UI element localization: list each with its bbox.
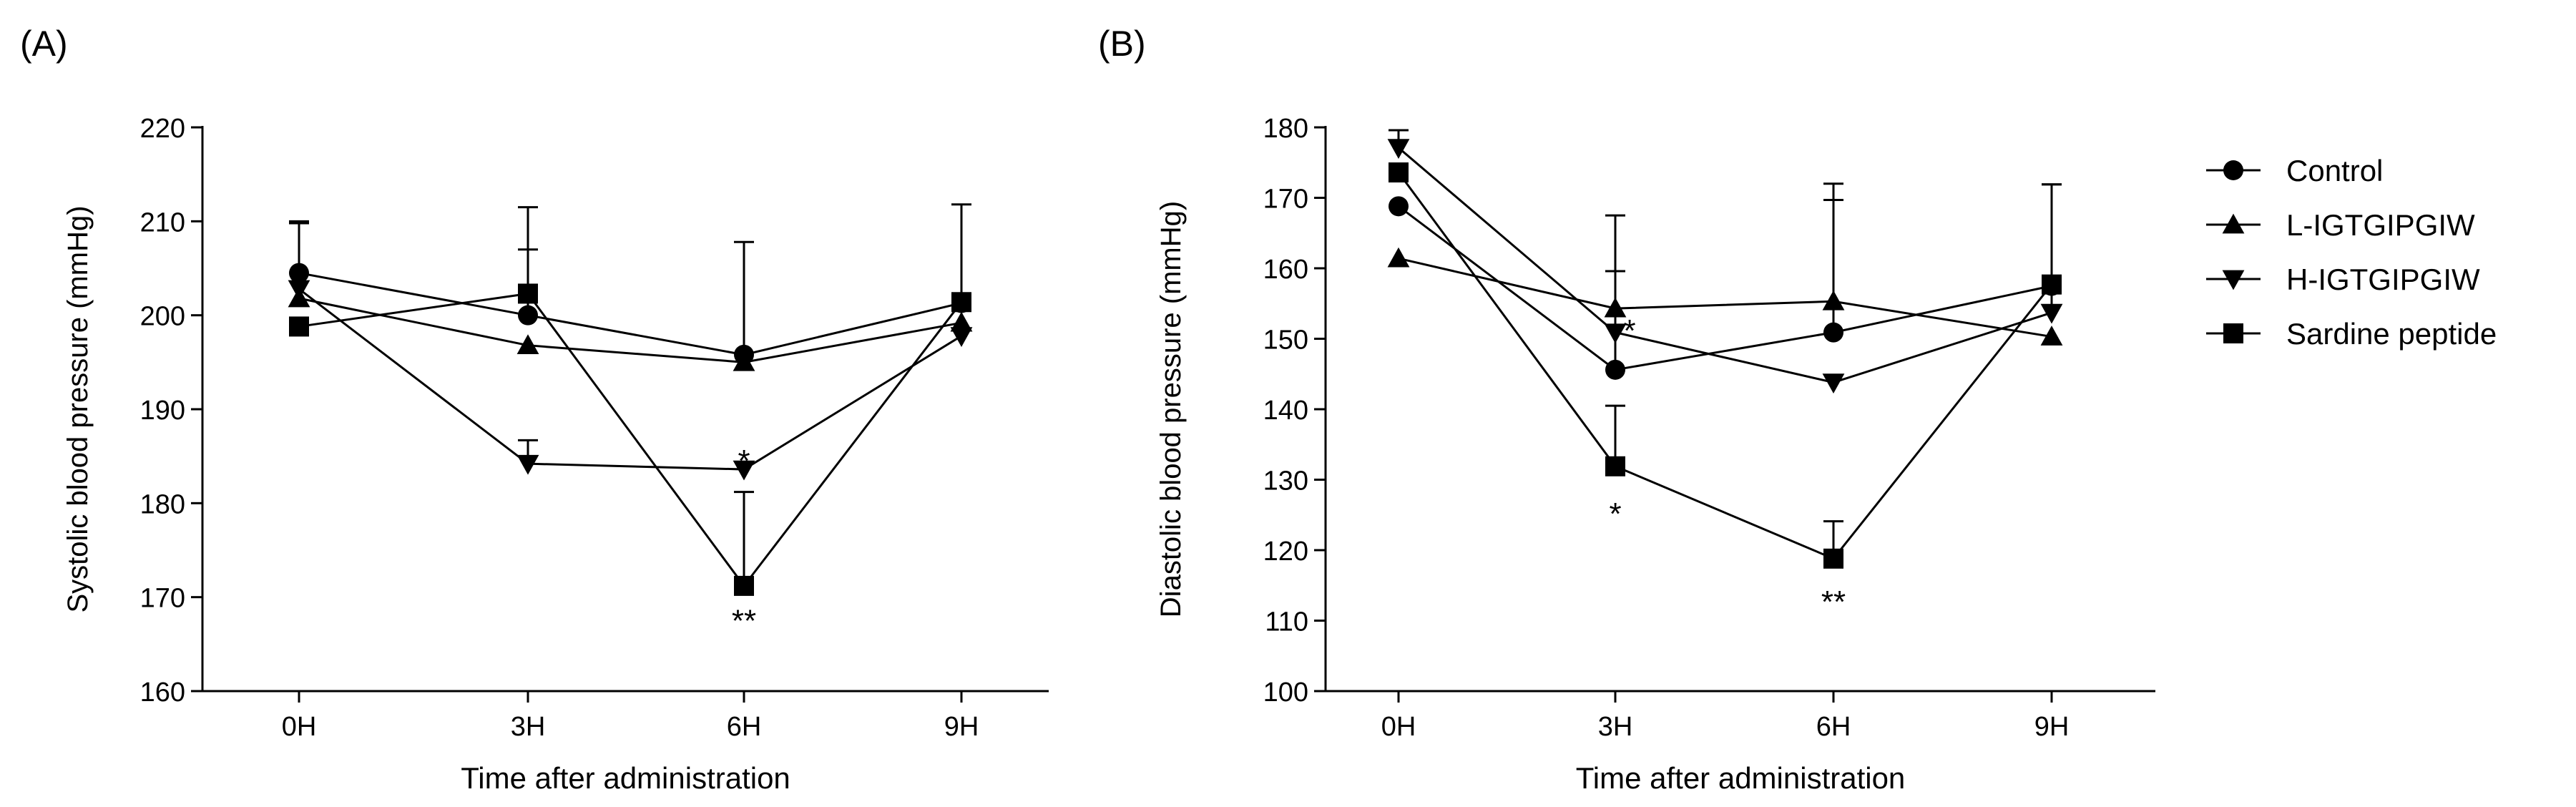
data-point xyxy=(1604,323,1627,344)
data-point xyxy=(1387,247,1410,268)
x-tick-label: 0H xyxy=(282,712,317,742)
data-point xyxy=(2042,274,2062,295)
series-square xyxy=(1389,162,2062,569)
legend-item: H-IGTGIPGIW xyxy=(2206,263,2480,296)
panel-label: (B) xyxy=(1098,24,1146,64)
series-line xyxy=(1398,205,2052,371)
y-axis-title: Diastolic blood pressure (mmHg) xyxy=(1155,201,1187,617)
series-line xyxy=(298,288,962,471)
y-tick-label: 130 xyxy=(1263,466,1308,497)
y-tick-label: 170 xyxy=(140,584,185,614)
x-axis-title: Time after administration xyxy=(1576,761,1906,795)
series-triangle-down xyxy=(1387,129,2063,393)
legend-item: Control xyxy=(2206,154,2383,187)
legend-item: Sardine peptide xyxy=(2206,317,2497,351)
series-square xyxy=(289,203,971,596)
series-circle xyxy=(1389,182,2062,380)
x-tick-label: 9H xyxy=(2034,712,2070,742)
legend-marker xyxy=(2223,323,2243,343)
data-point xyxy=(1822,290,1845,310)
y-tick-label: 180 xyxy=(1263,114,1308,144)
data-point xyxy=(951,292,971,313)
data-point xyxy=(1387,139,1410,159)
y-tick-label: 100 xyxy=(1263,678,1308,708)
data-point xyxy=(2040,326,2063,346)
y-tick-label: 180 xyxy=(140,489,185,519)
data-point xyxy=(950,327,973,347)
data-point xyxy=(1823,548,1843,569)
series-line xyxy=(1398,147,2052,384)
x-tick-label: 3H xyxy=(1598,712,1633,742)
series-triangle-up xyxy=(288,222,973,371)
panel-b: (B) 100 110 120 130 140 150 160 170 180 0H 3H 6H 9H Ti… xyxy=(1098,24,2155,795)
series-circle xyxy=(289,220,971,365)
data-point xyxy=(1605,359,1625,380)
data-point xyxy=(2040,303,2063,324)
data-point xyxy=(733,351,755,371)
series-line xyxy=(1397,172,2053,560)
legend: Control L-IGTGIPGIW H-IGTGIPGIW Sardine pep… xyxy=(2206,154,2497,351)
data-point xyxy=(733,460,755,481)
data-point xyxy=(518,305,538,326)
data-point xyxy=(516,334,539,355)
data-point xyxy=(518,283,538,304)
x-tick-label: 3H xyxy=(511,712,546,742)
significance-mark: ** xyxy=(1821,585,1846,620)
data-point xyxy=(1605,456,1625,476)
series-line xyxy=(298,272,962,356)
series-line xyxy=(298,297,962,363)
series-triangle-down xyxy=(288,280,973,481)
series-triangle-up xyxy=(1387,198,2063,346)
x-axis-title: Time after administration xyxy=(461,761,790,795)
significance-mark: ** xyxy=(732,603,756,638)
significance-mark: * xyxy=(1609,497,1621,532)
legend-label: Control xyxy=(2286,154,2383,187)
y-tick-label: 210 xyxy=(140,207,185,238)
series-line xyxy=(1398,257,2052,338)
data-point xyxy=(1822,373,1845,393)
y-tick-label: 110 xyxy=(1265,607,1308,637)
x-tick-label: 0H xyxy=(1381,712,1416,742)
legend-label: H-IGTGIPGIW xyxy=(2286,263,2480,296)
legend-marker xyxy=(2222,213,2245,234)
y-tick-label: 190 xyxy=(140,396,185,426)
significance-mark: * xyxy=(1623,313,1635,348)
legend-label: L-IGTGIPGIW xyxy=(2286,208,2475,242)
data-point xyxy=(1389,162,1409,183)
y-tick-label: 220 xyxy=(140,114,185,144)
legend-marker xyxy=(2223,160,2243,180)
data-point xyxy=(1389,196,1409,217)
data-point xyxy=(288,280,310,300)
data-point xyxy=(516,454,539,475)
legend-label: Sardine peptide xyxy=(2286,317,2497,351)
series-line xyxy=(298,292,963,588)
panel-a: (A) 160 170 180 190 200 210 220 0H 3H 6H 9H Time aft… xyxy=(20,24,1049,795)
data-point xyxy=(1604,297,1627,318)
data-point xyxy=(950,311,973,332)
x-tick-label: 6H xyxy=(1816,712,1851,742)
legend-item: L-IGTGIPGIW xyxy=(2206,208,2475,242)
x-tick-label: 9H xyxy=(944,712,979,742)
y-tick-label: 200 xyxy=(140,302,185,332)
data-point xyxy=(734,575,754,596)
y-tick-label: 150 xyxy=(1263,326,1308,356)
y-axis-title: Systolic blood pressure (mmHg) xyxy=(62,205,94,612)
data-point xyxy=(289,316,309,337)
y-tick-label: 160 xyxy=(1263,255,1308,285)
y-tick-label: 140 xyxy=(1263,396,1308,426)
y-tick-label: 160 xyxy=(140,678,185,708)
panel-label: (A) xyxy=(20,24,68,64)
y-tick-label: 170 xyxy=(1263,185,1308,215)
y-tick-label: 120 xyxy=(1263,537,1308,567)
x-tick-label: 6H xyxy=(727,712,762,742)
data-point xyxy=(1823,322,1843,343)
significance-mark: * xyxy=(738,444,750,479)
legend-marker xyxy=(2222,270,2245,290)
